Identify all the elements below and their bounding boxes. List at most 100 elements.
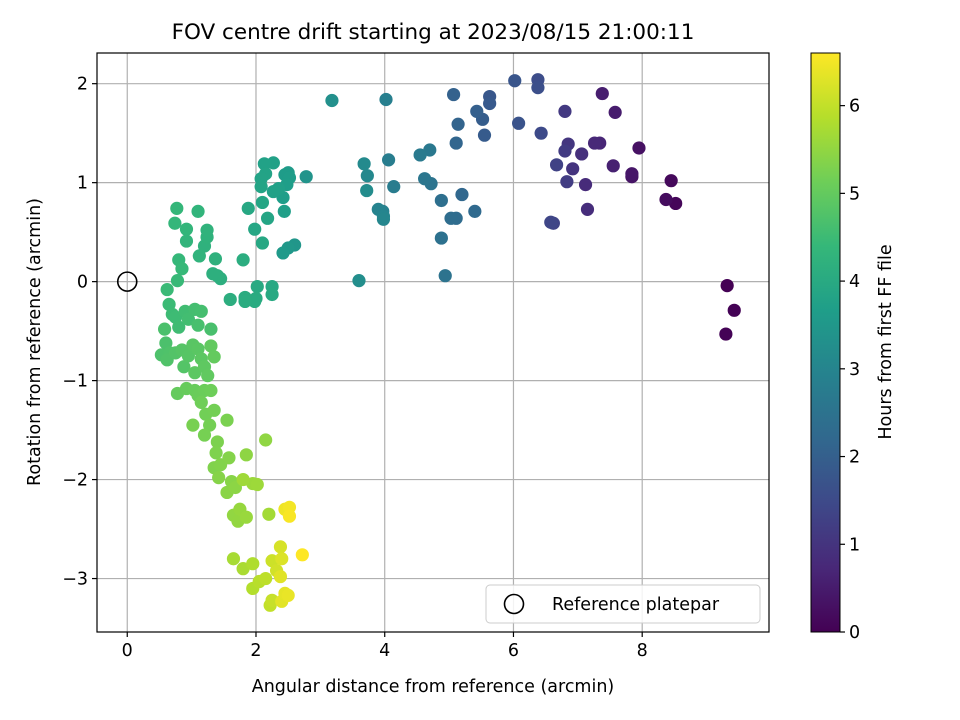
data-point xyxy=(299,170,313,184)
data-point xyxy=(239,448,253,462)
data-point xyxy=(282,509,297,523)
data-point xyxy=(664,174,678,188)
data-point xyxy=(241,201,255,215)
x-tick-label: 2 xyxy=(250,641,261,661)
colorbar-tick-label: 0 xyxy=(849,623,860,643)
data-point xyxy=(236,253,250,267)
colorbar-ticks: 0 1 2 3 4 5 6 xyxy=(840,97,860,643)
colorbar-tick-label: 2 xyxy=(849,448,860,468)
data-point xyxy=(446,87,461,102)
y-axis-ticks: −3 −2 −1 0 1 2 xyxy=(62,75,97,590)
data-point xyxy=(257,157,271,171)
data-point xyxy=(188,366,202,380)
data-point xyxy=(352,274,366,288)
data-point xyxy=(434,231,448,245)
data-point xyxy=(360,169,374,183)
data-point xyxy=(281,588,295,602)
data-point xyxy=(632,141,646,155)
data-point xyxy=(381,153,396,167)
data-point xyxy=(194,395,208,409)
data-point xyxy=(468,204,482,218)
data-point xyxy=(207,403,221,417)
data-point xyxy=(170,201,184,215)
data-point xyxy=(434,193,448,208)
data-point xyxy=(157,322,172,336)
y-tick-label: 1 xyxy=(77,174,88,194)
data-point xyxy=(477,128,492,142)
chart-title: FOV centre drift starting at 2023/08/15 … xyxy=(172,20,695,45)
data-point xyxy=(413,148,427,162)
data-point xyxy=(210,435,224,449)
data-point xyxy=(273,540,288,554)
data-point xyxy=(558,144,572,158)
x-tick-label: 4 xyxy=(379,641,390,661)
data-point xyxy=(727,303,741,317)
data-point xyxy=(168,216,182,230)
data-point xyxy=(379,92,393,107)
data-point xyxy=(207,350,221,364)
data-point xyxy=(226,552,241,566)
data-point xyxy=(606,159,620,173)
y-tick-label: 0 xyxy=(77,273,88,293)
data-point xyxy=(470,104,484,118)
data-point xyxy=(265,593,279,607)
data-point xyxy=(418,172,432,186)
y-tick-label: −2 xyxy=(62,471,88,491)
data-point xyxy=(246,557,260,571)
data-point xyxy=(203,418,217,432)
y-tick-label: −1 xyxy=(62,372,88,392)
data-point xyxy=(220,413,234,427)
data-points xyxy=(154,73,741,612)
data-point xyxy=(534,126,548,140)
data-point xyxy=(191,318,205,332)
data-point xyxy=(451,117,465,131)
data-point xyxy=(566,162,580,176)
data-point xyxy=(179,234,194,248)
data-point xyxy=(266,184,280,199)
data-point xyxy=(159,336,173,350)
data-point xyxy=(580,202,595,216)
data-point xyxy=(575,147,589,161)
data-point xyxy=(186,418,200,432)
colorbar-tick-label: 4 xyxy=(849,272,860,292)
plot-area: 0 2 4 6 8 −3 −2 −1 0 1 2 xyxy=(62,52,770,661)
legend-marker xyxy=(503,593,525,615)
data-point xyxy=(558,104,572,118)
data-point xyxy=(625,167,639,181)
data-point xyxy=(265,287,279,302)
data-point xyxy=(204,322,218,336)
data-point xyxy=(177,360,191,374)
data-point xyxy=(512,116,526,130)
data-point xyxy=(175,262,189,276)
data-point xyxy=(587,136,602,150)
data-point xyxy=(544,215,558,229)
reference-marker xyxy=(116,271,138,292)
data-point xyxy=(181,349,196,363)
data-point xyxy=(276,246,290,260)
data-point xyxy=(444,211,458,225)
data-point xyxy=(376,212,391,226)
data-point xyxy=(201,369,215,383)
data-point xyxy=(250,477,264,492)
data-point xyxy=(560,175,574,189)
data-point xyxy=(208,252,223,266)
data-point xyxy=(236,472,250,487)
data-point xyxy=(197,428,212,442)
data-point xyxy=(608,105,622,119)
data-point xyxy=(259,571,273,586)
y-axis-label: Rotation from reference (arcmin) xyxy=(25,198,45,486)
colorbar-bar xyxy=(810,52,841,633)
data-point xyxy=(483,96,497,111)
data-point xyxy=(262,507,276,521)
legend-label: Reference platepar xyxy=(552,595,720,615)
data-point xyxy=(508,74,522,88)
data-point xyxy=(254,180,268,194)
data-point xyxy=(222,451,236,465)
data-point xyxy=(204,339,218,353)
data-point xyxy=(357,157,371,171)
data-point xyxy=(659,192,673,207)
grid xyxy=(97,53,769,632)
colorbar-tick-label: 3 xyxy=(849,360,860,380)
colorbar-tick-label: 1 xyxy=(849,535,860,555)
